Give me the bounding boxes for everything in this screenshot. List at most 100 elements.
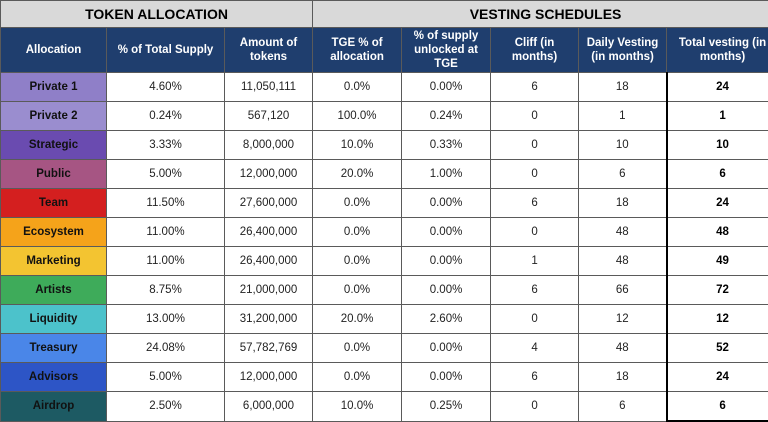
unlocked-percent-cell: 0.00% bbox=[402, 73, 491, 102]
daily-vesting-cell: 48 bbox=[579, 247, 667, 276]
daily-vesting-cell: 18 bbox=[579, 189, 667, 218]
daily-vesting-cell: 6 bbox=[579, 392, 667, 422]
tge-percent-cell: 0.0% bbox=[313, 218, 402, 247]
total-vesting-cell: 24 bbox=[667, 189, 768, 218]
daily-vesting-cell: 18 bbox=[579, 73, 667, 102]
unlocked-percent-cell: 0.33% bbox=[402, 131, 491, 160]
column-header: TGE % of allocation bbox=[313, 28, 402, 73]
cliff-months-cell: 0 bbox=[491, 131, 579, 160]
unlocked-percent-cell: 0.25% bbox=[402, 392, 491, 422]
column-header: Total vesting (in months) bbox=[667, 28, 768, 73]
unlocked-percent-cell: 0.24% bbox=[402, 102, 491, 131]
daily-vesting-cell: 48 bbox=[579, 218, 667, 247]
allocation-name-cell: Liquidity bbox=[1, 305, 107, 334]
token-amount-cell: 567,120 bbox=[225, 102, 313, 131]
total-vesting-cell: 24 bbox=[667, 363, 768, 392]
total-vesting-cell: 6 bbox=[667, 160, 768, 189]
supply-percent-cell: 8.75% bbox=[107, 276, 225, 305]
supply-percent-cell: 2.50% bbox=[107, 392, 225, 422]
token-amount-cell: 12,000,000 bbox=[225, 363, 313, 392]
token-amount-cell: 8,000,000 bbox=[225, 131, 313, 160]
total-vesting-cell: 24 bbox=[667, 73, 768, 102]
allocation-name-cell: Public bbox=[1, 160, 107, 189]
total-vesting-cell: 72 bbox=[667, 276, 768, 305]
token-amount-cell: 21,000,000 bbox=[225, 276, 313, 305]
allocation-name-cell: Strategic bbox=[1, 131, 107, 160]
column-header: Allocation bbox=[1, 28, 107, 73]
supply-percent-cell: 3.33% bbox=[107, 131, 225, 160]
allocation-name-cell: Private 2 bbox=[1, 102, 107, 131]
tge-percent-cell: 0.0% bbox=[313, 363, 402, 392]
column-header: % of supply unlocked at TGE bbox=[402, 28, 491, 73]
allocation-name-cell: Advisors bbox=[1, 363, 107, 392]
unlocked-percent-cell: 1.00% bbox=[402, 160, 491, 189]
unlocked-percent-cell: 0.00% bbox=[402, 334, 491, 363]
token-amount-cell: 26,400,000 bbox=[225, 247, 313, 276]
tge-percent-cell: 20.0% bbox=[313, 305, 402, 334]
allocation-name-cell: Ecosystem bbox=[1, 218, 107, 247]
token-amount-cell: 6,000,000 bbox=[225, 392, 313, 422]
cliff-months-cell: 6 bbox=[491, 363, 579, 392]
tge-percent-cell: 10.0% bbox=[313, 392, 402, 422]
tge-percent-cell: 0.0% bbox=[313, 189, 402, 218]
total-vesting-cell: 52 bbox=[667, 334, 768, 363]
tge-percent-cell: 0.0% bbox=[313, 276, 402, 305]
unlocked-percent-cell: 0.00% bbox=[402, 276, 491, 305]
daily-vesting-cell: 18 bbox=[579, 363, 667, 392]
token-amount-cell: 12,000,000 bbox=[225, 160, 313, 189]
allocation-name-cell: Treasury bbox=[1, 334, 107, 363]
allocation-name-cell: Team bbox=[1, 189, 107, 218]
column-header: Amount of tokens bbox=[225, 28, 313, 73]
allocation-name-cell: Private 1 bbox=[1, 73, 107, 102]
column-header-row: Allocation % of Total Supply Amount of t… bbox=[1, 28, 768, 73]
daily-vesting-cell: 48 bbox=[579, 334, 667, 363]
total-vesting-cell: 49 bbox=[667, 247, 768, 276]
daily-vesting-cell: 66 bbox=[579, 276, 667, 305]
total-vesting-cell: 1 bbox=[667, 102, 768, 131]
allocation-name-cell: Marketing bbox=[1, 247, 107, 276]
vesting-schedules-section-header: VESTING SCHEDULES bbox=[313, 1, 768, 28]
allocation-name-cell: Artists bbox=[1, 276, 107, 305]
unlocked-percent-cell: 0.00% bbox=[402, 189, 491, 218]
cliff-months-cell: 6 bbox=[491, 189, 579, 218]
unlocked-percent-cell: 2.60% bbox=[402, 305, 491, 334]
unlocked-percent-cell: 0.00% bbox=[402, 218, 491, 247]
supply-percent-cell: 11.00% bbox=[107, 218, 225, 247]
tge-percent-cell: 10.0% bbox=[313, 131, 402, 160]
cliff-months-cell: 4 bbox=[491, 334, 579, 363]
daily-vesting-cell: 6 bbox=[579, 160, 667, 189]
token-amount-cell: 27,600,000 bbox=[225, 189, 313, 218]
supply-percent-cell: 4.60% bbox=[107, 73, 225, 102]
cliff-months-cell: 0 bbox=[491, 160, 579, 189]
token-amount-cell: 11,050,111 bbox=[225, 73, 313, 102]
tge-percent-cell: 0.0% bbox=[313, 73, 402, 102]
daily-vesting-cell: 1 bbox=[579, 102, 667, 131]
cliff-months-cell: 0 bbox=[491, 392, 579, 422]
allocation-name-cell: Airdrop bbox=[1, 392, 107, 422]
supply-percent-cell: 11.00% bbox=[107, 247, 225, 276]
column-header: % of Total Supply bbox=[107, 28, 225, 73]
supply-percent-cell: 24.08% bbox=[107, 334, 225, 363]
token-allocation-section-header: TOKEN ALLOCATION bbox=[1, 1, 313, 28]
tge-percent-cell: 100.0% bbox=[313, 102, 402, 131]
token-amount-cell: 26,400,000 bbox=[225, 218, 313, 247]
unlocked-percent-cell: 0.00% bbox=[402, 247, 491, 276]
column-header: Cliff (in months) bbox=[491, 28, 579, 73]
total-vesting-cell: 48 bbox=[667, 218, 768, 247]
supply-percent-cell: 5.00% bbox=[107, 160, 225, 189]
cliff-months-cell: 0 bbox=[491, 218, 579, 247]
token-amount-cell: 57,782,769 bbox=[225, 334, 313, 363]
cliff-months-cell: 1 bbox=[491, 247, 579, 276]
total-vesting-cell: 12 bbox=[667, 305, 768, 334]
